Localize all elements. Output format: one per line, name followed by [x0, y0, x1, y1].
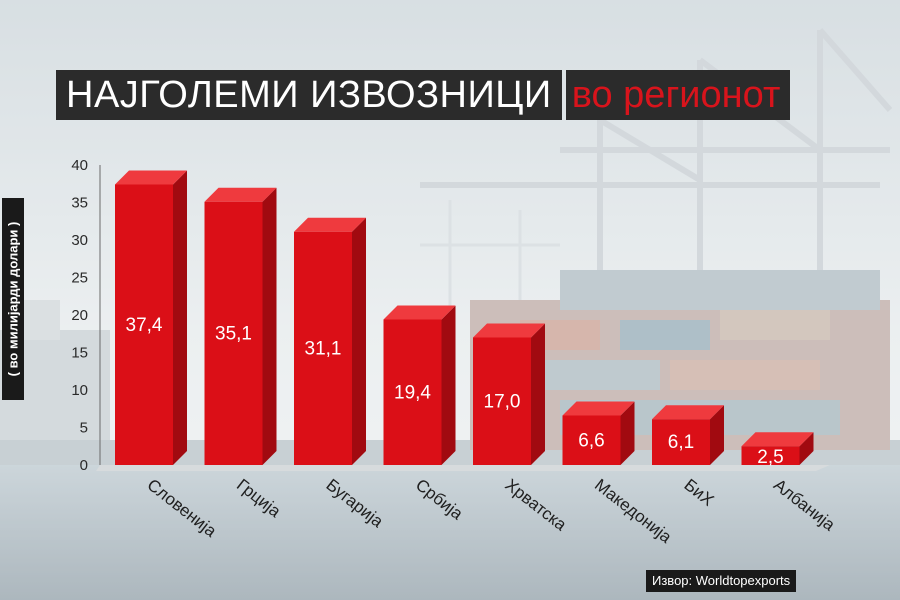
bar-3	[294, 217, 366, 465]
y-tick-label: 20	[71, 307, 88, 324]
y-tick-label: 25	[71, 270, 88, 287]
y-axis-label-box: ( во милијарди долари )	[2, 198, 24, 400]
value-label: 17,0	[484, 391, 521, 412]
bar-top	[204, 187, 277, 202]
y-tick-label: 30	[71, 232, 88, 249]
bar-7	[652, 405, 724, 465]
y-tick-label: 5	[80, 420, 88, 437]
value-label: 35,1	[215, 323, 252, 344]
chart-subtitle: во регионот	[565, 70, 791, 120]
bar-top	[741, 432, 814, 447]
bar-5	[473, 323, 545, 465]
value-label: 19,4	[394, 382, 431, 403]
bar-side	[531, 323, 545, 465]
bar-2	[204, 187, 277, 465]
bar-top	[652, 405, 724, 420]
category-label: Бугарија	[323, 475, 388, 531]
bar-top	[115, 170, 187, 185]
bar-front	[204, 201, 263, 465]
y-tick-label: 15	[71, 345, 88, 362]
bar-side	[352, 217, 366, 465]
bar-side	[799, 432, 814, 465]
bar-side	[262, 187, 277, 465]
chart-title: НАЈГОЛЕМИ ИЗВОЗНИЦИ	[56, 70, 562, 120]
bar-front	[473, 337, 531, 465]
source-note: Извор: Worldtopexports	[646, 570, 797, 592]
y-tick-label: 40	[71, 157, 88, 174]
bar-1	[115, 170, 187, 465]
bar-side	[441, 305, 456, 465]
category-label: Словенија	[144, 475, 221, 541]
value-label: 6,6	[578, 430, 604, 451]
bar-front	[383, 319, 442, 465]
category-label: Албанија	[770, 475, 839, 535]
bar-front	[294, 231, 352, 465]
bar-4	[383, 305, 456, 465]
bar-6	[562, 401, 635, 465]
category-label: Хрватска	[502, 475, 571, 535]
value-label: 2,5	[757, 447, 783, 468]
bar-front	[562, 415, 621, 465]
category-label: БиХ	[681, 475, 718, 510]
bar-side	[173, 170, 187, 465]
bar-front	[741, 446, 800, 465]
bar-top	[294, 217, 366, 232]
bar-side	[620, 401, 635, 465]
value-label: 37,4	[126, 315, 163, 336]
bar-side	[710, 405, 724, 465]
value-label: 31,1	[305, 338, 342, 359]
bar-top	[383, 305, 456, 320]
y-tick-label: 0	[80, 457, 88, 474]
category-label: Грција	[233, 475, 285, 521]
bar-top	[562, 401, 635, 416]
bar-8	[741, 432, 814, 465]
title-banner: НАЈГОЛЕМИ ИЗВОЗНИЦИ во регионот	[56, 70, 791, 120]
bar-front	[115, 184, 173, 465]
y-tick-label: 35	[71, 195, 88, 212]
y-tick-label: 10	[71, 382, 88, 399]
category-label: Македонија	[591, 475, 676, 547]
bar-top	[473, 323, 545, 338]
category-label: Србија	[412, 475, 467, 524]
value-label: 6,1	[668, 432, 694, 453]
bar-front	[652, 419, 710, 465]
chart-floor	[96, 465, 830, 471]
